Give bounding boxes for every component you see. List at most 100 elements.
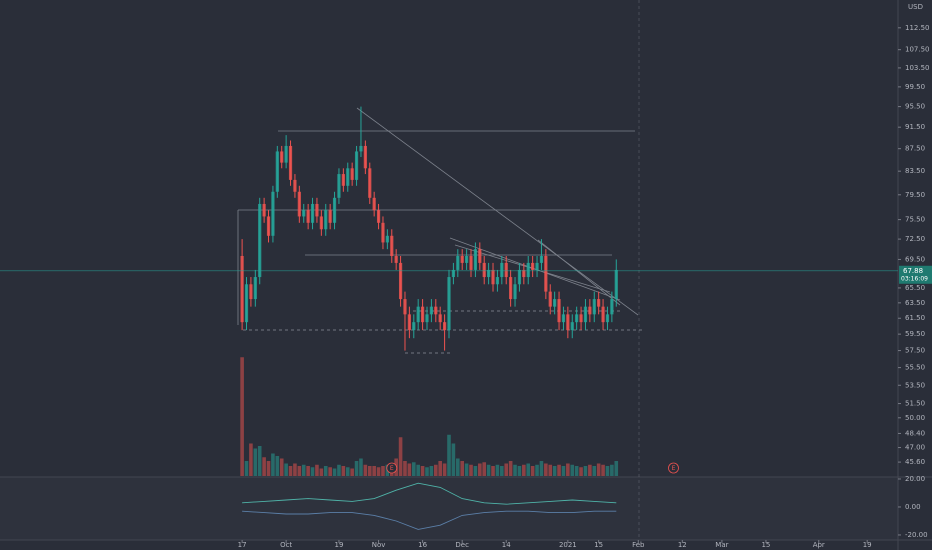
y-tick-label: 47.00 <box>905 444 925 452</box>
volume-bar <box>345 467 350 476</box>
volume-bar <box>588 464 592 476</box>
candle-body <box>310 203 315 223</box>
candle-body <box>306 210 310 223</box>
candle-body <box>601 306 605 323</box>
osc-line <box>242 510 617 530</box>
candle-body <box>350 168 354 180</box>
candle-body <box>368 168 372 198</box>
candle-body <box>302 210 306 217</box>
y-tick-label: 87.50 <box>905 145 925 153</box>
candle-body <box>557 299 561 323</box>
volume-bar <box>438 461 442 476</box>
candle-body <box>429 306 433 315</box>
volume-bar <box>262 457 266 476</box>
candle-body <box>509 277 513 300</box>
candle-body <box>434 306 438 315</box>
volume-bar <box>407 463 412 476</box>
x-tick-label: Apr <box>813 541 825 549</box>
candle-body <box>346 168 350 186</box>
volume-bar <box>447 434 451 476</box>
last-price-label: 67.88 <box>903 267 923 275</box>
volume-bar <box>442 463 447 476</box>
y-tick-label: 55.50 <box>905 364 925 372</box>
event-label: E <box>390 465 394 472</box>
candle-body <box>456 255 460 270</box>
candle-body <box>266 216 271 236</box>
candle-body <box>324 210 328 230</box>
candle-body <box>425 314 429 323</box>
y-tick-label: 95.50 <box>905 103 925 111</box>
volume-bar <box>491 466 495 476</box>
volume-bar <box>354 461 359 476</box>
volume-bar <box>240 357 244 476</box>
candle-body <box>376 210 381 223</box>
candle-body <box>526 262 530 278</box>
y-tick-label: 72.50 <box>905 235 925 243</box>
candle-body <box>403 299 407 315</box>
volume-bar <box>271 453 275 476</box>
volume-bar <box>425 467 429 476</box>
candle-body <box>460 255 464 263</box>
y-tick-label: 103.50 <box>905 64 930 72</box>
currency: USD <box>908 3 923 11</box>
y-tick-label: 57.50 <box>905 347 925 355</box>
volume-bar <box>605 466 610 476</box>
candle-body <box>447 277 451 331</box>
x-tick-label: 19 <box>334 541 343 549</box>
candle-body <box>517 269 522 285</box>
volume-bar <box>469 464 473 476</box>
volume-bar <box>610 464 614 476</box>
candle-body <box>297 191 301 217</box>
candle-body <box>544 255 548 292</box>
candle-body <box>332 197 337 223</box>
candle-body <box>372 197 376 211</box>
x-tick-label: Nov <box>372 541 386 549</box>
osc-line <box>242 482 617 505</box>
y-tick-label: 45.60 <box>905 458 925 466</box>
volume-bar <box>253 448 258 476</box>
candle-body <box>319 216 323 230</box>
event-label: E <box>672 465 676 472</box>
volume-bar <box>319 468 324 476</box>
candle-body <box>244 284 249 323</box>
candle-body <box>412 322 416 331</box>
candle-body <box>381 222 385 243</box>
volume-bar <box>367 466 372 476</box>
y-tick-label: 63.50 <box>905 299 925 307</box>
candle-body <box>465 255 469 263</box>
candle-body <box>579 314 583 323</box>
candle-body <box>561 314 566 323</box>
candle-body <box>504 262 508 278</box>
y-tick-label: 75.50 <box>905 216 925 224</box>
y-tick-label: 59.50 <box>905 330 925 338</box>
candle-body <box>482 262 486 278</box>
candle-body <box>394 255 398 263</box>
candle-body <box>438 314 442 323</box>
candle-body <box>566 314 570 331</box>
volume-bar <box>249 443 253 476</box>
candle-body <box>539 255 544 263</box>
candle-body <box>575 314 579 323</box>
y-tick-label: 91.50 <box>905 123 925 131</box>
candle-body <box>275 151 279 192</box>
candle-body <box>315 203 319 217</box>
candle-body <box>359 145 363 152</box>
candle-body <box>442 322 447 331</box>
volume-bar <box>293 463 297 476</box>
volume-bar <box>266 461 271 476</box>
x-tick-label: 16 <box>418 541 427 549</box>
trend-line <box>537 239 621 306</box>
volume-bar <box>376 467 381 476</box>
candle-body <box>280 151 284 163</box>
volume-bar <box>403 461 407 476</box>
x-tick-label: 17 <box>238 541 247 549</box>
candle-body <box>478 249 482 263</box>
candle-body <box>553 299 557 307</box>
x-tick-label: Mar <box>715 541 728 549</box>
volume-bar <box>328 467 332 476</box>
volume-bar <box>522 464 526 476</box>
candle-body <box>487 269 491 278</box>
y-tick-label: 69.50 <box>905 255 925 263</box>
volume-bar <box>310 467 315 476</box>
